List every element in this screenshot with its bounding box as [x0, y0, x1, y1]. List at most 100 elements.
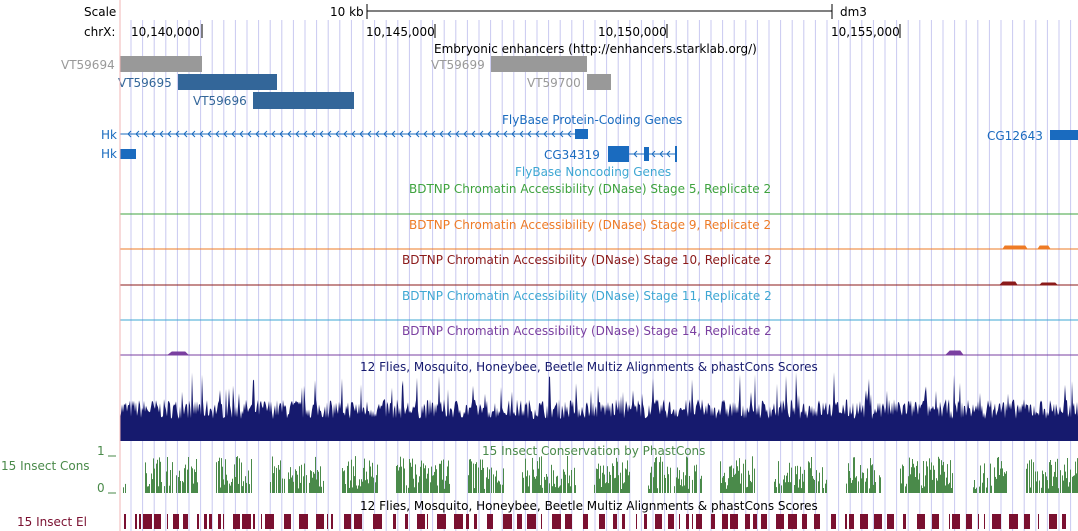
- phastcons-bar: [288, 472, 289, 493]
- gene-exon[interactable]: [1050, 130, 1078, 140]
- gene-exon[interactable]: [608, 146, 629, 162]
- elements-left-label[interactable]: 15 Insect El: [17, 515, 87, 529]
- enhancer-label[interactable]: VT59696: [193, 94, 247, 108]
- conserved-element: [1062, 514, 1066, 529]
- phastcons-signal[interactable]: [123, 456, 1078, 493]
- phastcons-bar: [289, 479, 290, 493]
- phastcons-bar: [601, 487, 602, 493]
- phastcons-bar: [1075, 461, 1076, 493]
- enhancer-feature[interactable]: [587, 74, 611, 90]
- insect-elements-signal[interactable]: [124, 514, 1066, 529]
- phastcons-bar: [1048, 488, 1049, 493]
- phastcons-bar: [401, 466, 402, 493]
- phastcons-bar: [416, 474, 417, 493]
- gene-label[interactable]: Hk: [101, 128, 117, 142]
- phastcons-bar: [242, 486, 243, 493]
- phastcons-bar: [315, 456, 316, 493]
- phastcons-bar: [863, 472, 864, 493]
- phastcons-bar: [786, 475, 787, 493]
- strand-arrow: [495, 130, 500, 138]
- phastcons-bar: [309, 482, 310, 493]
- phastcons-bar: [400, 456, 401, 493]
- phastcons-bar: [607, 466, 608, 493]
- phastcons-bar: [738, 470, 739, 493]
- phastcons-bar: [740, 483, 741, 493]
- phastcons-bar: [1074, 475, 1075, 493]
- gene-exon[interactable]: [575, 129, 588, 139]
- enhancer-label[interactable]: VT59694: [61, 58, 115, 72]
- strand-arrow: [391, 130, 396, 138]
- phastcons-bar: [931, 462, 932, 493]
- phastcons-bar: [158, 486, 159, 493]
- phastcons-bar: [320, 466, 321, 493]
- multiz-track: 12 Flies, Mosquito, Honeybee, Beetle Mul…: [120, 360, 1078, 441]
- enhancer-label[interactable]: VT59700: [527, 76, 581, 90]
- phastcons-bar: [1037, 471, 1038, 493]
- gene-label[interactable]: Hk: [101, 147, 117, 161]
- phastcons-bar: [221, 458, 222, 493]
- phastcons-bar: [739, 458, 740, 493]
- enhancer-label[interactable]: VT59695: [118, 76, 172, 90]
- enhancer-feature[interactable]: [491, 56, 587, 72]
- enhancer-feature[interactable]: [253, 92, 354, 109]
- strand-arrow: [159, 130, 164, 138]
- enhancer-feature[interactable]: [178, 74, 277, 90]
- enhancer-feature[interactable]: [120, 56, 202, 72]
- phastcons-bar: [179, 470, 180, 493]
- phastcons-bar: [851, 482, 852, 493]
- phastcons-bar: [812, 476, 813, 493]
- phastcons-bar: [547, 476, 548, 493]
- phastcons-bar: [493, 474, 494, 493]
- phastcons-bar: [159, 457, 160, 493]
- phastcons-bar: [484, 488, 485, 493]
- phastcons-bar: [1068, 486, 1069, 493]
- phastcons-bar: [176, 475, 177, 493]
- phastcons-bar: [410, 462, 411, 493]
- phastcons-bar: [624, 482, 625, 493]
- phastcons-bar: [540, 485, 541, 493]
- phastcons-bar: [525, 458, 526, 493]
- phastcons-bar: [903, 466, 904, 493]
- phastcons-bar: [180, 481, 181, 493]
- gene-exon[interactable]: [644, 147, 649, 161]
- conserved-element: [417, 514, 425, 529]
- phastcons-bar: [352, 487, 353, 493]
- phastcons-bar: [375, 482, 376, 493]
- gene-exon[interactable]: [675, 146, 677, 162]
- phastcons-bar: [779, 483, 780, 493]
- phastcons-bar: [916, 465, 917, 493]
- phastcons-bar: [694, 465, 695, 493]
- conserved-element: [644, 514, 647, 529]
- multiz-signal[interactable]: [120, 372, 1078, 441]
- phastcons-bar: [615, 477, 616, 493]
- phastcons-bar: [901, 483, 902, 493]
- chrom-label: chrX:: [84, 25, 115, 39]
- position-label: 10,155,000: [831, 25, 900, 39]
- gene-label[interactable]: CG34319: [544, 148, 600, 162]
- phastcons-bar: [232, 478, 233, 493]
- phastcons-bar: [1039, 480, 1040, 493]
- phastcons-left-label[interactable]: 15 Insect Cons: [1, 459, 90, 473]
- strand-arrow: [199, 130, 204, 138]
- strand-arrow: [207, 130, 212, 138]
- phastcons-bar: [655, 458, 656, 493]
- phastcons-bar: [818, 481, 819, 493]
- phastcons-bar: [701, 475, 702, 493]
- enhancer-label[interactable]: VT59699: [431, 58, 485, 72]
- conserved-element: [753, 514, 757, 529]
- phastcons-bar: [648, 485, 649, 493]
- phastcons-bar: [657, 488, 658, 493]
- phastcons-bar: [539, 457, 540, 493]
- phastcons-bar: [225, 459, 226, 493]
- phastcons-bar: [148, 486, 149, 493]
- phastcons-bar: [355, 456, 356, 493]
- conserved-element: [517, 514, 522, 529]
- phastcons-bar: [488, 478, 489, 493]
- dnase-track-title: BDTNP Chromatin Accessibility (DNase) St…: [402, 324, 772, 338]
- gene-label[interactable]: CG12643: [987, 129, 1043, 143]
- phastcons-bar: [227, 480, 228, 493]
- phastcons-bar: [1062, 475, 1063, 493]
- phastcons-bar: [279, 469, 280, 493]
- gene-exon[interactable]: [120, 149, 136, 159]
